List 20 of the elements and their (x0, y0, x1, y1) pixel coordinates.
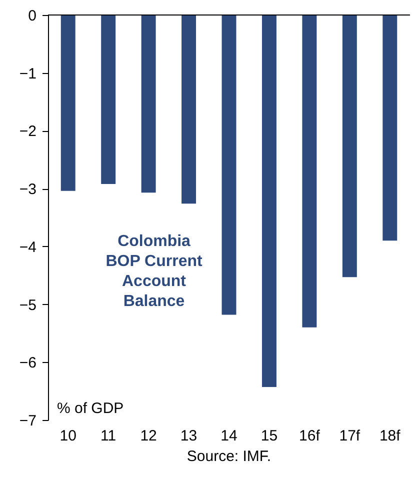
y-tick-label: −7 (19, 412, 36, 430)
x-tick-label: 18f (379, 428, 402, 444)
source-note: Source: IMF. (186, 448, 272, 465)
y-tick-label: 0 (28, 8, 36, 24)
x-tick-label: 14 (220, 428, 238, 444)
x-tick-label: 10 (60, 428, 76, 444)
x-tick-label: 12 (140, 428, 157, 444)
x-tick-label: 17f (339, 428, 361, 444)
x-tick-label: 11 (100, 428, 116, 444)
y-tick-label: −1 (19, 65, 36, 82)
y-tick-label: −5 (19, 296, 36, 314)
x-tick-label: 13 (180, 428, 198, 444)
text: Colombia BOP Current Account Balance (106, 233, 203, 310)
y-axis-title: % of GDP (57, 400, 124, 417)
y-tick-label: −2 (19, 123, 36, 140)
y-tick-label: −6 (19, 354, 36, 372)
y-tick-label: −4 (19, 238, 36, 256)
x-tick-label: 16f (299, 428, 321, 444)
x-tick-label: 15 (260, 428, 278, 444)
y-tick-label: −3 (19, 181, 36, 198)
